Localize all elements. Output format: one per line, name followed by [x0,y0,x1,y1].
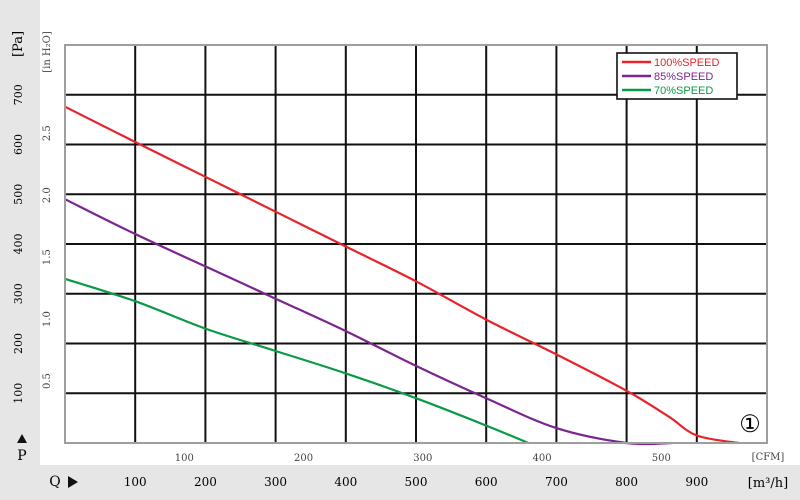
m3h-tick-label-800: 800 [615,475,638,489]
y-axis-label-p: P [17,448,26,464]
series-line-3 [64,277,529,445]
legend: 100%SPEED 85%SPEED 70%SPEED [616,52,738,100]
grid-lines [65,45,767,443]
pa-tick-label-300: 300 [12,283,25,304]
x-axis-unit-cfm: [CFM] [752,452,785,463]
x-axis-arrow-icon [68,476,78,488]
inh2o-tick-label-1-0: 1.0 [42,311,53,327]
cfm-tick-label-500: 500 [652,453,671,464]
m3h-tick-label-400: 400 [334,475,357,489]
left-axis-band [0,0,40,500]
inh2o-tick-label-2-5: 2.5 [42,125,53,141]
pa-tick-label-100: 100 [12,383,25,404]
m3h-tick-label-600: 600 [475,475,498,489]
m3h-tick-label-200: 200 [194,475,217,489]
pa-tick-label-200: 200 [12,333,25,354]
pa-tick-label-700: 700 [12,84,25,105]
circled-number-badge: ① [739,410,761,438]
pa-tick-label-500: 500 [12,184,25,205]
m3h-tick-label-100: 100 [124,475,147,489]
m3h-tick-label-300: 300 [264,475,287,489]
y-axis-arrow-icon [17,434,27,443]
series-line-1 [64,105,740,445]
inh2o-tick-label-1-5: 1.5 [42,249,53,265]
x-axis-label-q: Q [49,474,60,490]
m3h-tick-label-900: 900 [685,475,708,489]
cfm-tick-label-300: 300 [413,453,432,464]
series-line-2 [64,198,673,446]
y-axis-unit-inh2o: [in H₂O] [42,31,53,73]
m3h-tick-label-700: 700 [545,475,568,489]
x-axis-unit-m3h: [m³/h] [748,476,788,491]
legend-label-1: 100%SPEED [654,57,719,69]
m3h-tick-label-500: 500 [405,475,428,489]
legend-label-2: 85%SPEED [654,71,713,83]
bottom-axis-band [0,465,800,500]
pa-tick-label-600: 600 [12,134,25,155]
legend-label-3: 70%SPEED [654,85,713,97]
cfm-tick-label-200: 200 [294,453,313,464]
data-series [64,105,740,446]
inh2o-tick-label-0-5: 0.5 [42,373,53,389]
cfm-tick-label-400: 400 [533,453,552,464]
cfm-tick-label-100: 100 [175,453,194,464]
pa-tick-label-400: 400 [12,234,25,255]
plot-frame [64,44,768,444]
inh2o-tick-label-2-0: 2.0 [42,187,53,203]
y-axis-unit-pa: [Pa] [11,31,26,57]
